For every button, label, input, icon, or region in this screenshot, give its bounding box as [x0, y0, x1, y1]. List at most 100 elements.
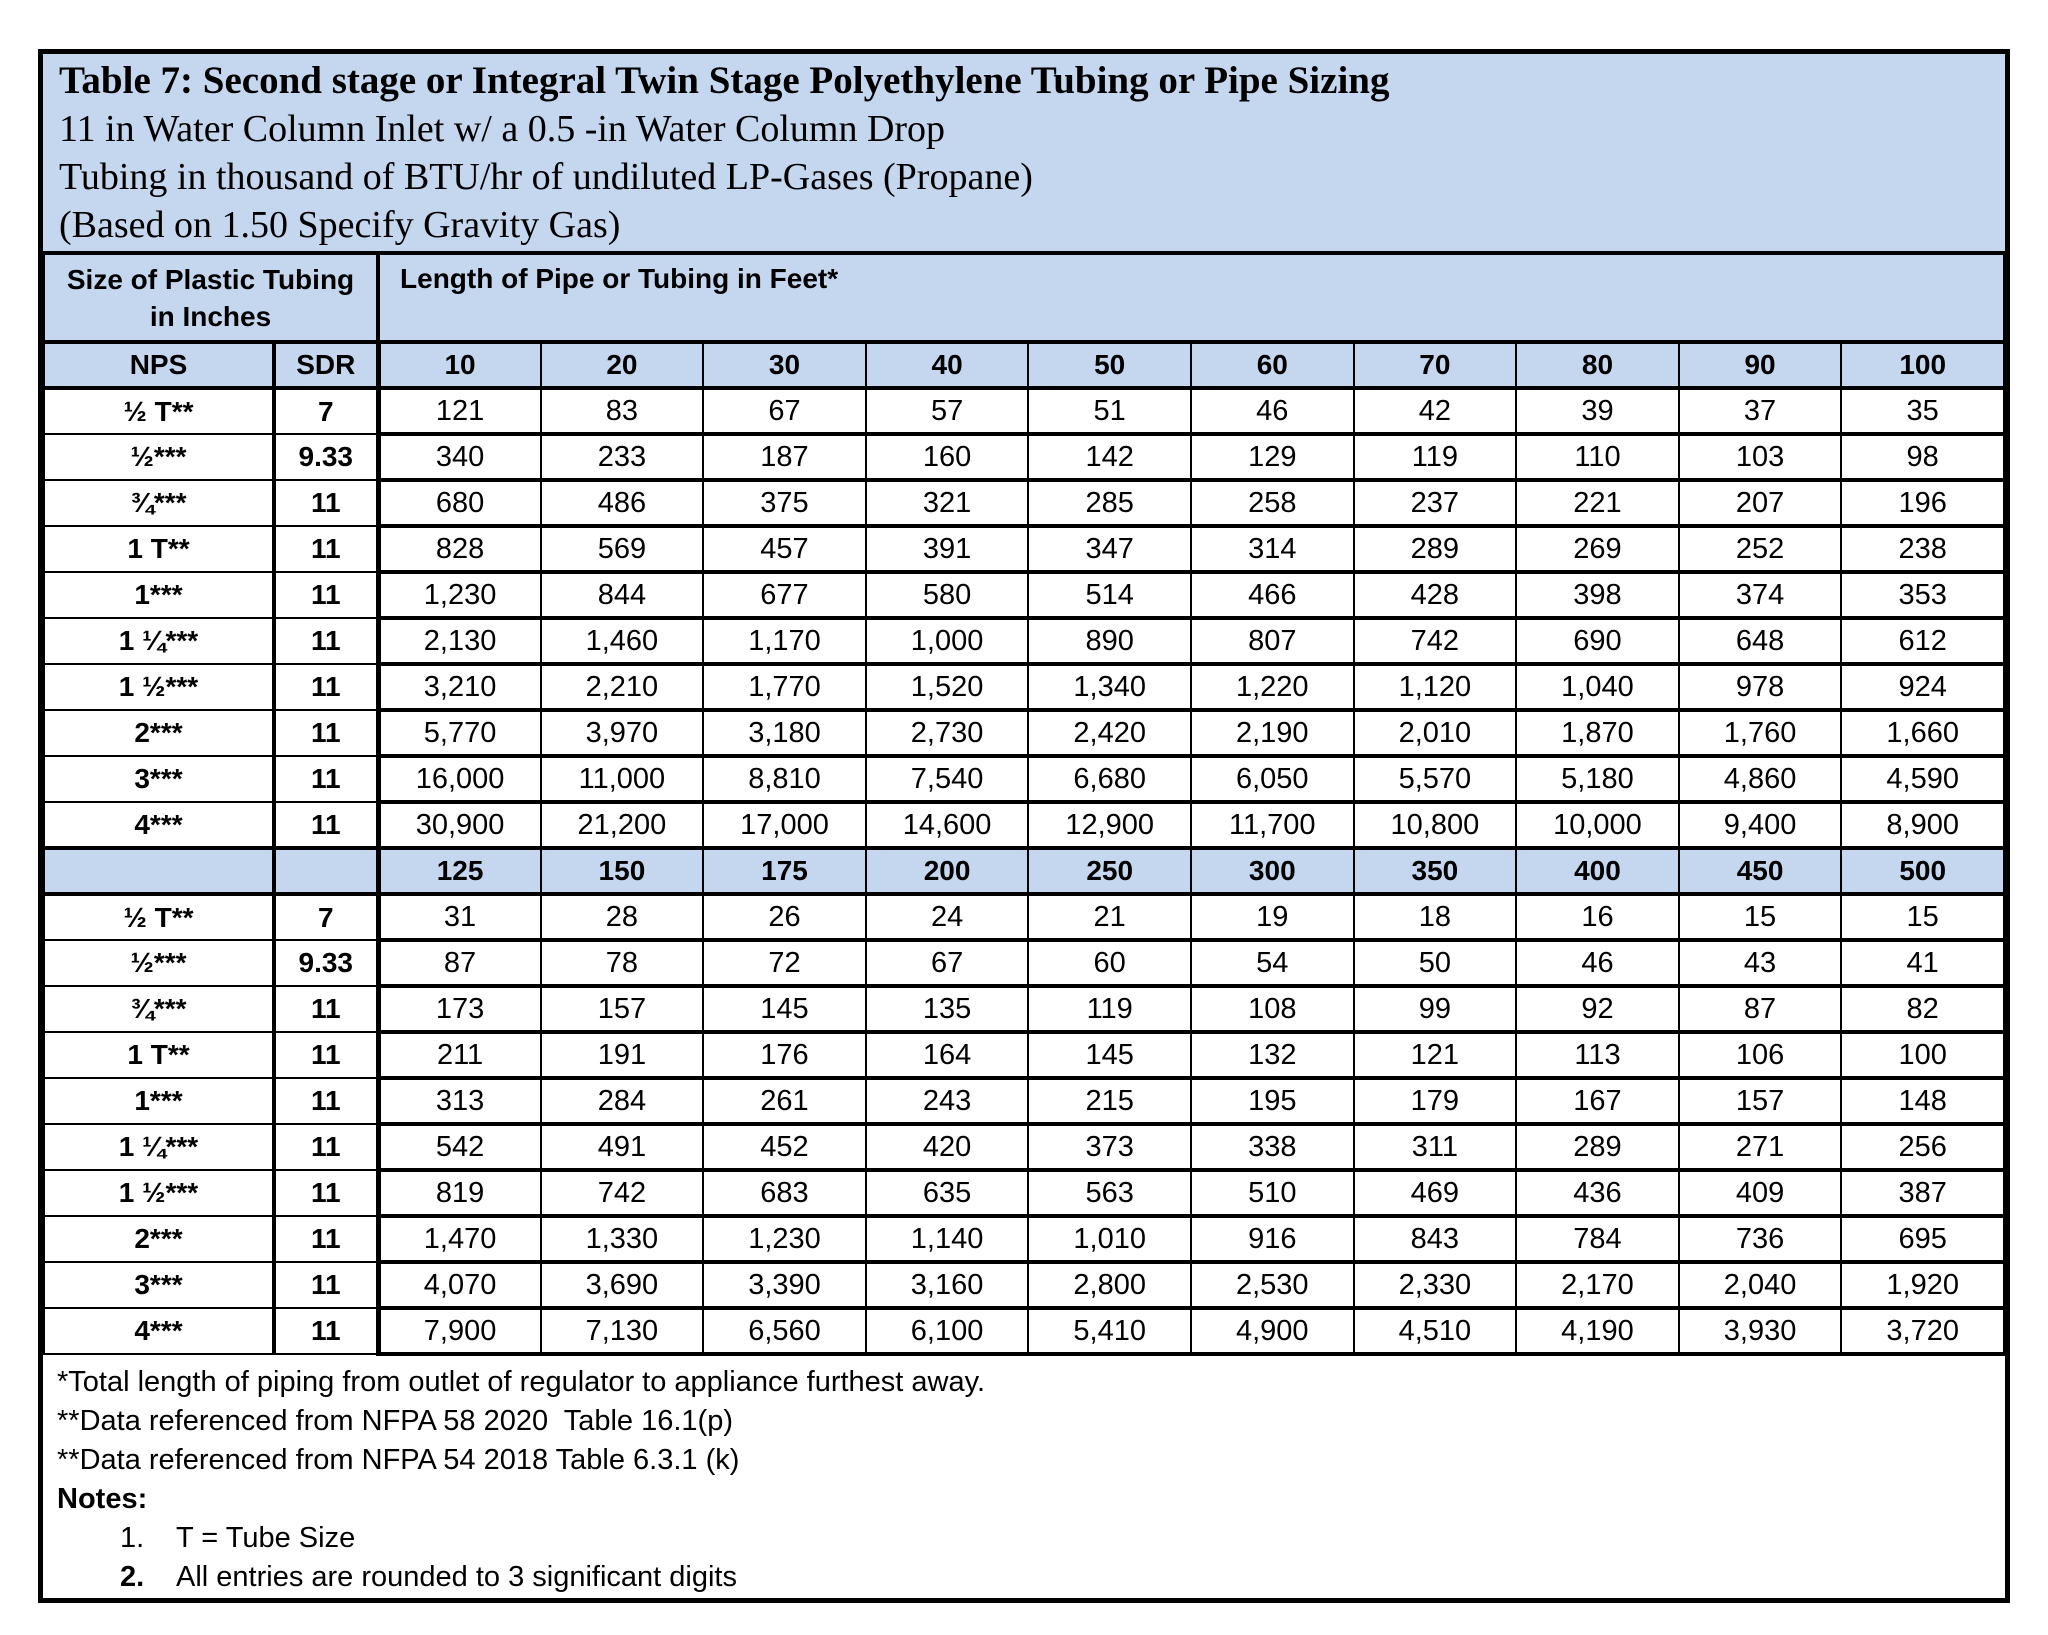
capacity-value-cell: 24: [864, 892, 1030, 942]
capacity-value-cell: 3,690: [539, 1260, 705, 1310]
table-row: 1 ½*** 11 819 742 683 635 563 510 469 436 409 387: [43, 1168, 2005, 1218]
size-column-group-header: Size of Plastic Tubing in Inches: [42, 251, 381, 344]
table-row: ¾*** 11 173 157 145 135 119 108 99 92 87 82: [43, 984, 2005, 1034]
capacity-value-cell: 11,000: [539, 754, 705, 804]
mid-header-empty-sdr: [272, 846, 381, 896]
capacity-value-cell: 321: [864, 478, 1030, 528]
sdr-value-cell: 11: [272, 755, 381, 803]
capacity-value-cell: 5,770: [377, 708, 542, 758]
capacity-value-cell: 87: [1677, 984, 1843, 1034]
capacity-value-cell: 237: [1352, 478, 1518, 528]
capacity-value-cell: 21: [1027, 892, 1192, 942]
size-header-line1: Size of Plastic Tubing: [66, 263, 355, 295]
capacity-value-cell: 313: [377, 1076, 542, 1126]
capacity-value-cell: 409: [1677, 1168, 1843, 1218]
capacity-value-cell: 2,040: [1677, 1260, 1843, 1310]
note-item-1: 1. T = Tube Size: [57, 1519, 1991, 1558]
capacity-value-cell: 51: [1027, 386, 1192, 436]
capacity-value-cell: 26: [702, 892, 867, 942]
nps-size-cell: 3***: [43, 1261, 276, 1309]
capacity-value-cell: 469: [1352, 1168, 1518, 1218]
capacity-value-cell: 695: [1840, 1214, 2005, 1264]
capacity-value-cell: 1,000: [864, 616, 1030, 666]
capacity-value-cell: 828: [377, 524, 542, 574]
capacity-value-cell: 191: [539, 1030, 705, 1080]
capacity-value-cell: 221: [1515, 478, 1680, 528]
column-header-125: 125: [377, 846, 542, 896]
capacity-value-cell: 353: [1840, 570, 2005, 620]
capacity-value-cell: 3,970: [539, 708, 705, 758]
nps-size-cell: ¾***: [43, 985, 276, 1033]
notes-label: Notes:: [57, 1483, 148, 1515]
capacity-value-cell: 60: [1027, 938, 1192, 988]
sdr-value-cell: 9.33: [272, 939, 381, 987]
capacity-value-cell: 157: [1677, 1076, 1843, 1126]
capacity-value-cell: 119: [1027, 984, 1192, 1034]
capacity-value-cell: 2,130: [377, 616, 542, 666]
capacity-value-cell: 28: [539, 892, 705, 942]
capacity-value-cell: 1,170: [702, 616, 867, 666]
capacity-value-cell: 195: [1189, 1076, 1355, 1126]
capacity-value-cell: 72: [702, 938, 867, 988]
capacity-value-cell: 2,530: [1189, 1260, 1355, 1310]
capacity-value-cell: 67: [864, 938, 1030, 988]
capacity-value-cell: 1,760: [1677, 708, 1843, 758]
capacity-value-cell: 289: [1515, 1122, 1680, 1172]
capacity-value-cell: 1,120: [1352, 662, 1518, 712]
table-row: 1*** 11 313 284 261 243 215 195 179 167 157 148: [43, 1076, 2005, 1126]
capacity-value-cell: 452: [702, 1122, 867, 1172]
capacity-value-cell: 436: [1515, 1168, 1680, 1218]
capacity-value-cell: 4,510: [1352, 1306, 1518, 1356]
sdr-value-cell: 11: [272, 985, 381, 1033]
table-row: ½ T** 7 121 83 67 57 51 46 42 39 37 35: [43, 386, 2005, 436]
capacity-value-cell: 145: [1027, 1030, 1192, 1080]
length-column-group-header: Length of Pipe or Tubing in Feet*: [377, 251, 2005, 344]
capacity-value-cell: 3,390: [702, 1260, 867, 1310]
capacity-value-cell: 87: [377, 938, 542, 988]
capacity-value-cell: 510: [1189, 1168, 1355, 1218]
nps-size-cell: 2***: [43, 709, 276, 757]
footnote-total-length: *Total length of piping from outlet of r…: [57, 1366, 986, 1398]
capacity-value-cell: 269: [1515, 524, 1680, 574]
capacity-value-cell: 252: [1677, 524, 1843, 574]
capacity-value-cell: 285: [1027, 478, 1192, 528]
sdr-value-cell: 11: [272, 1077, 381, 1125]
nps-size-cell: 3***: [43, 755, 276, 803]
capacity-value-cell: 1,010: [1027, 1214, 1192, 1264]
nps-size-cell: ½***: [43, 939, 276, 987]
capacity-value-cell: 311: [1352, 1122, 1518, 1172]
sdr-value-cell: 11: [272, 1215, 381, 1263]
column-header-30: 30: [702, 340, 867, 390]
capacity-value-cell: 238: [1840, 524, 2005, 574]
table-row: 1 T** 11 828 569 457 391 347 314 289 269 252 238: [43, 524, 2005, 574]
capacity-value-cell: 5,180: [1515, 754, 1680, 804]
nps-size-cell: 1 ¼***: [43, 1123, 276, 1171]
sdr-value-cell: 11: [272, 1169, 381, 1217]
capacity-value-cell: 514: [1027, 570, 1192, 620]
capacity-value-cell: 916: [1189, 1214, 1355, 1264]
capacity-value-cell: 784: [1515, 1214, 1680, 1264]
sdr-value-cell: 11: [272, 1031, 381, 1079]
column-header-90: 90: [1677, 340, 1843, 390]
capacity-value-cell: 261: [702, 1076, 867, 1126]
capacity-value-cell: 890: [1027, 616, 1192, 666]
capacity-value-cell: 207: [1677, 478, 1843, 528]
table-row: 3*** 11 16,000 11,000 8,810 7,540 6,680 6,050 5,…: [43, 754, 2005, 804]
column-header-nps: NPS: [43, 340, 276, 390]
table-row: 3*** 11 4,070 3,690 3,390 3,160 2,800 2,530 2,33…: [43, 1260, 2005, 1310]
capacity-value-cell: 17,000: [702, 800, 867, 850]
capacity-value-cell: 15: [1840, 892, 2005, 942]
capacity-value-cell: 428: [1352, 570, 1518, 620]
column-header-450: 450: [1677, 846, 1843, 896]
capacity-value-cell: 3,210: [377, 662, 542, 712]
table-row: ½ T** 7 31 28 26 24 21 19 18 16 15 15: [43, 892, 2005, 942]
capacity-value-cell: 2,170: [1515, 1260, 1680, 1310]
capacity-value-cell: 542: [377, 1122, 542, 1172]
capacity-value-cell: 563: [1027, 1168, 1192, 1218]
capacity-value-cell: 106: [1677, 1030, 1843, 1080]
capacity-value-cell: 4,900: [1189, 1306, 1355, 1356]
nps-size-cell: 1***: [43, 571, 276, 619]
sdr-value-cell: 11: [272, 1261, 381, 1309]
capacity-value-cell: 6,050: [1189, 754, 1355, 804]
capacity-value-cell: 103: [1677, 432, 1843, 482]
